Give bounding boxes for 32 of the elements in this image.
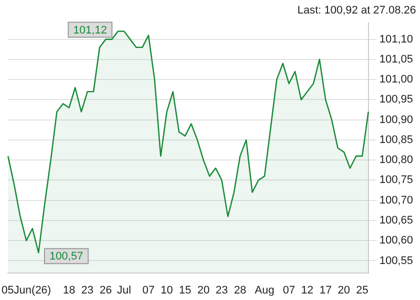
y-tick-label: 100,75	[379, 174, 414, 186]
x-tick-label: 28	[234, 284, 246, 296]
annotation: 101,12	[73, 24, 107, 36]
y-tick-label: 100,60	[379, 234, 414, 247]
x-tick-label: 07	[142, 284, 155, 296]
x-tick-label: 10	[160, 284, 173, 296]
x-tick-label: 07	[282, 284, 296, 296]
x-tick-label: 05Jun(26)	[2, 284, 52, 296]
x-tick-label: 15	[179, 284, 192, 296]
x-tick-label: 18	[62, 284, 76, 296]
y-tick-label: 100,85	[379, 134, 414, 146]
y-tick-label: 101,00	[379, 74, 414, 86]
x-tick-label: Aug	[254, 284, 274, 296]
x-tick-label: 20	[338, 284, 350, 296]
y-tick-label: 100,95	[379, 94, 414, 106]
y-tick-label: 100,90	[379, 114, 414, 126]
y-tick-label: 101,10	[379, 33, 414, 46]
x-tick-label: 23	[81, 284, 94, 296]
x-tick-label: 23	[216, 284, 228, 296]
x-tick-label: 17	[319, 284, 332, 296]
x-tick-label: 20	[197, 284, 210, 296]
chart-title: Last: 100,92 at 27.08.26	[297, 4, 416, 17]
y-tick-label: 100,55	[379, 254, 414, 267]
y-tick-label: 101,05	[379, 53, 414, 66]
x-tick-label: 12	[301, 284, 314, 296]
y-tick-label: 100,80	[379, 154, 414, 166]
x-tick-label: 25	[356, 284, 368, 296]
x-tick-label: 26	[100, 284, 112, 296]
annotation: 100,57	[50, 250, 84, 263]
y-tick-label: 100,65	[379, 214, 414, 226]
x-tick-label: Jul	[117, 284, 132, 296]
y-tick-label: 100,70	[379, 194, 414, 206]
